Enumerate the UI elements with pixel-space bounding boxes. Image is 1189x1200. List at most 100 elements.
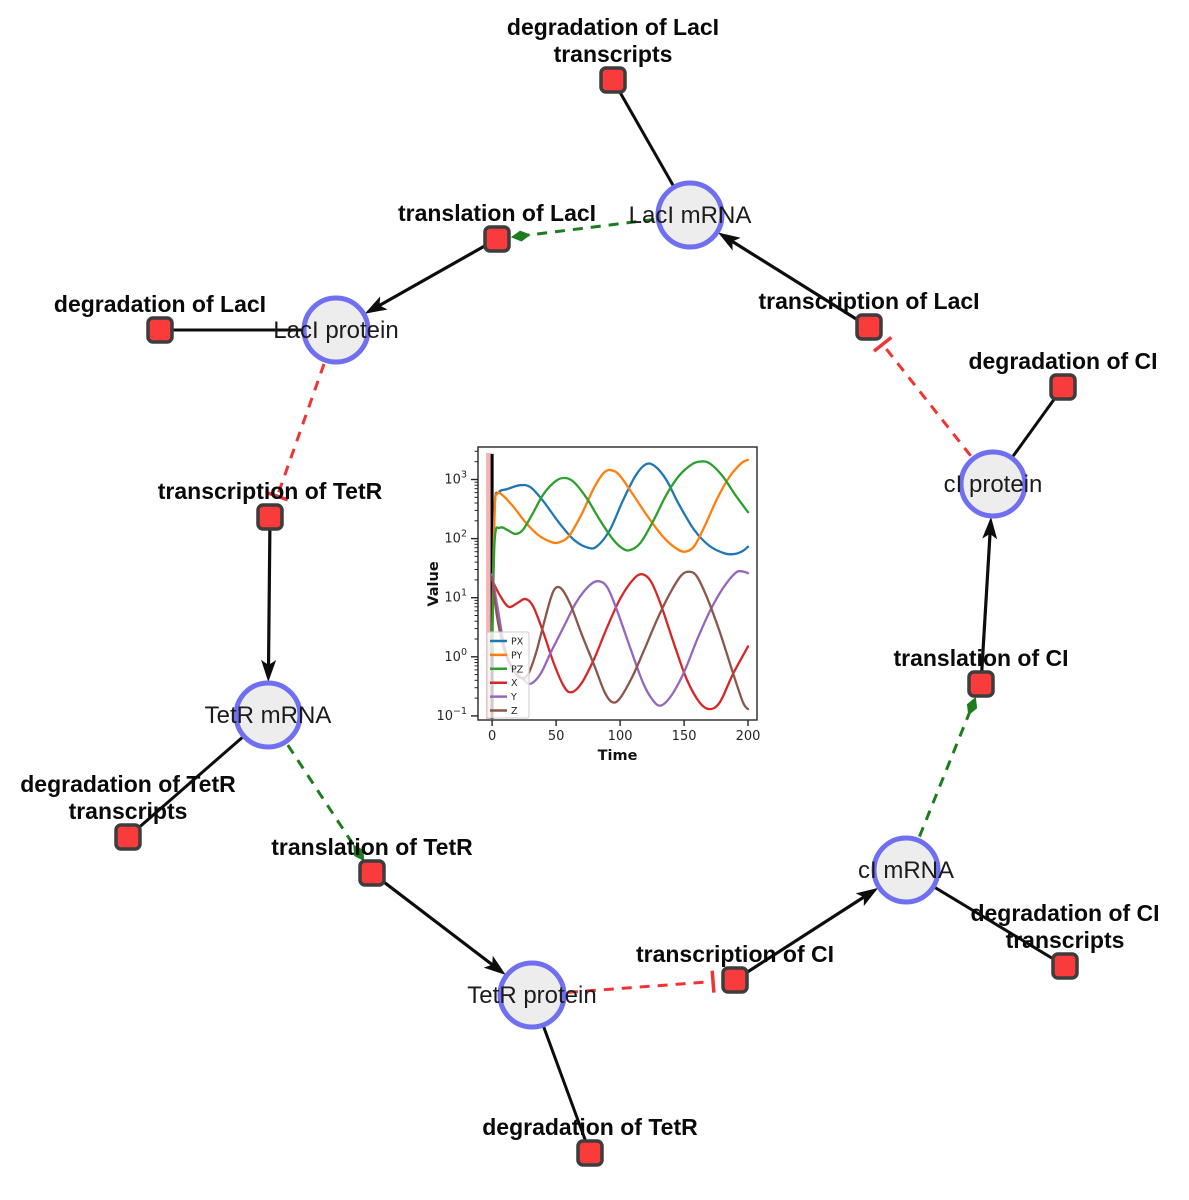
edge-translation-of-ci-ci-protein-production — [979, 516, 998, 685]
reaction-label-transcription-of-tetr: transcription of TetR — [158, 478, 383, 504]
species-node-ci-mrna — [871, 835, 941, 905]
reaction-node-transcription-of-tetr — [256, 503, 284, 531]
legend-entry-X: X — [511, 678, 518, 689]
legend-entry-Z: Z — [511, 706, 518, 717]
species-label-laci-protein: LacI protein — [273, 317, 398, 344]
chart-legend: PX PY PZ XYZ — [486, 631, 530, 719]
edge-translation-of-tetr-tetr-protein-production — [371, 871, 506, 975]
species-node-laci-mrna — [655, 180, 725, 250]
inhibition-tbar-icon — [872, 336, 893, 353]
reaction-label-degradation-of-ci-transcripts: transcripts — [1006, 927, 1125, 953]
reaction-node-transcription-of-laci — [855, 313, 883, 341]
arrowhead-icon — [855, 887, 879, 907]
species-node-tetr-protein — [497, 960, 567, 1030]
reaction-label-degradation-of-laci-transcripts: transcripts — [554, 41, 673, 67]
plot-frame — [477, 446, 758, 721]
catalysis-arrowhead-icon — [510, 230, 531, 242]
catalysis-arrowhead-icon — [966, 697, 978, 716]
reaction-node-transcription-of-ci — [721, 966, 749, 994]
reaction-label-translation-of-ci: translation of CI — [893, 645, 1068, 671]
x-axis: 0 50 100 150 200 Time — [488, 720, 760, 764]
catalysis-arrowhead-icon — [353, 844, 365, 862]
production-line — [734, 894, 868, 982]
edge-transcription-of-laci-laci-mrna-production — [718, 232, 870, 329]
reaction-label-degradation-of-tetr-transcripts: transcripts — [69, 798, 188, 824]
edge-ci-mrna-translation-of-ci-catalysis — [904, 697, 978, 871]
legend-entry-PX: PX — [511, 637, 524, 648]
series-line-PY — [490, 458, 750, 648]
inhibition-tbar-icon — [710, 970, 716, 993]
series-line-X — [490, 573, 750, 711]
legend-entry-PZ: PZ — [511, 664, 524, 675]
y-tick-label: 100 — [444, 647, 467, 665]
species-node-tetr-mrna — [233, 680, 303, 750]
species-label-ci-protein: cI protein — [944, 471, 1043, 498]
species-node-laci-protein — [301, 295, 371, 365]
reaction-label-degradation-of-ci-transcripts: degradation of CI — [970, 900, 1159, 926]
species-label-tetr-protein: TetR protein — [467, 982, 596, 1009]
production-line — [728, 238, 870, 329]
series-line-PX — [490, 462, 750, 641]
species-label-ci-mrna: cI mRNA — [858, 857, 954, 884]
reaction-node-degradation-of-laci — [146, 316, 174, 344]
y-tick-label: 10−1 — [436, 706, 467, 724]
arrowhead-icon — [483, 955, 506, 975]
inhibition-dashed-line — [531, 980, 714, 997]
reaction-node-translation-of-laci — [483, 225, 511, 253]
reaction-node-degradation-of-laci-transcripts — [599, 66, 627, 94]
edge-laci-protein-transcription-of-tetr-inhibition — [266, 329, 338, 502]
inhibition-dashed-line — [881, 343, 995, 485]
timeseries-inset-chart: 0 50 100 150 200Time10−1100101102103ValuePXP… — [426, 446, 760, 764]
x-tick-label: 100 — [608, 729, 633, 744]
edge-transcription-of-tetr-tetr-mrna-production — [261, 516, 277, 682]
reaction-label-translation-of-laci: translation of LacI — [398, 200, 596, 226]
reaction-node-translation-of-tetr — [358, 859, 386, 887]
legend-entry-Y: Y — [510, 692, 517, 703]
series-line-PZ — [490, 460, 750, 654]
arrowhead-icon — [982, 516, 998, 540]
reaction-label-transcription-of-ci: transcription of CI — [636, 941, 834, 967]
species-label-tetr-mrna: TetR mRNA — [205, 702, 332, 729]
y-axis: 10−1 100 101 102 103 Value — [426, 450, 478, 724]
reaction-node-degradation-of-tetr — [576, 1139, 604, 1167]
reaction-node-translation-of-ci — [967, 670, 995, 698]
edge-transcription-of-ci-ci-mrna-production — [734, 887, 879, 982]
arrowhead-icon — [718, 232, 741, 251]
production-line — [266, 516, 272, 669]
x-tick-label: 50 — [548, 729, 565, 744]
reaction-label-degradation-of-tetr: degradation of TetR — [482, 1114, 698, 1140]
reaction-label-degradation-of-tetr-transcripts: degradation of TetR — [20, 771, 236, 797]
y-tick-label: 102 — [444, 529, 467, 547]
legend-entry-PY: PY — [511, 650, 523, 661]
reaction-label-translation-of-tetr: translation of TetR — [271, 834, 473, 860]
edge-ci-protein-transcription-of-laci-inhibition — [872, 336, 995, 485]
nodes-layer — [114, 66, 1079, 1167]
x-tick-label: 200 — [736, 729, 761, 744]
x-axis-title: Time — [598, 748, 638, 764]
reaction-label-transcription-of-laci: transcription of LacI — [758, 288, 979, 314]
species-node-ci-protein — [958, 449, 1028, 519]
production-line — [376, 237, 498, 309]
production-line — [371, 871, 496, 968]
inhibition-tbar-icon — [266, 490, 289, 502]
y-tick-label: 101 — [444, 588, 467, 606]
production-line — [979, 530, 992, 685]
reaction-node-degradation-of-ci — [1049, 373, 1077, 401]
arrowhead-icon — [364, 296, 388, 314]
x-tick-label: 0 — [488, 729, 496, 744]
arrowhead-icon — [261, 659, 277, 682]
y-axis-title: Value — [426, 561, 442, 607]
edge-tetr-protein-transcription-of-ci-inhibition — [531, 970, 716, 997]
reaction-node-degradation-of-tetr-transcripts — [114, 823, 142, 851]
reaction-label-degradation-of-laci-transcripts: degradation of LacI — [507, 14, 719, 40]
reaction-label-degradation-of-laci: degradation of LacI — [54, 291, 266, 317]
y-tick-label: 103 — [444, 470, 467, 488]
edge-translation-of-laci-laci-protein-production — [364, 237, 498, 314]
labels-layer: LacI mRNA LacI protein TetR mRNA TetR prote… — [20, 14, 1159, 1140]
reaction-node-degradation-of-ci-transcripts — [1051, 952, 1079, 980]
inhibition-dashed-line — [275, 329, 338, 497]
x-tick-label: 150 — [672, 729, 697, 744]
reaction-label-degradation-of-ci: degradation of CI — [968, 348, 1157, 374]
